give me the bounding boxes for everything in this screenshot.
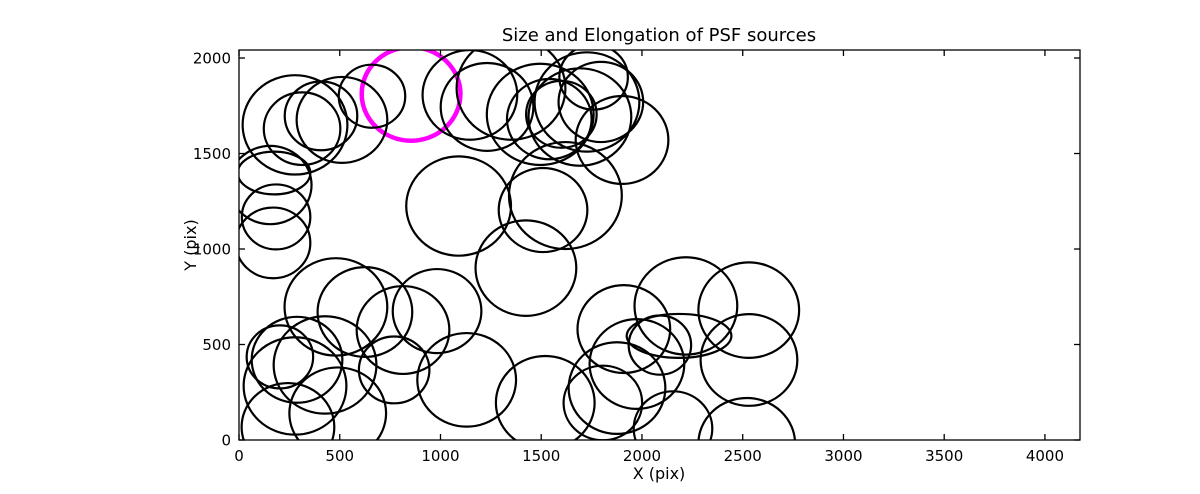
- axis-ticks: [238, 50, 1080, 441]
- psf-source-circle: [357, 335, 431, 405]
- plot-frame: [238, 49, 1081, 441]
- psf-source-circle: [588, 318, 686, 410]
- psf-source-circle: [697, 396, 797, 440]
- y-tick-label: 2000: [193, 50, 231, 68]
- x-tick-label: 2000: [623, 447, 661, 465]
- psf-source-circle: [525, 79, 598, 149]
- psf-source-circle: [494, 354, 596, 440]
- psf-source-circle: [405, 155, 513, 257]
- psf-source-circle: [316, 266, 414, 359]
- psf-source-circle: [527, 67, 633, 167]
- psf-source-circle: [240, 381, 336, 440]
- psf-source-circle: [485, 62, 595, 167]
- x-axis-label: X (pix): [633, 464, 686, 483]
- psf-source-circle: [576, 284, 672, 375]
- psf-source-circle: [697, 261, 801, 359]
- psf-source-circle: [239, 150, 312, 196]
- x-tick-label: 3000: [824, 447, 862, 465]
- psf-source-circle: [505, 77, 593, 161]
- psf-source-circle: [421, 50, 519, 141]
- psf-source-circle: [239, 206, 312, 280]
- psf-source-circle: [262, 91, 342, 167]
- y-tick-label: 0: [221, 432, 231, 450]
- psf-source-circle: [699, 313, 799, 407]
- psf-source-circle: [337, 63, 407, 129]
- x-tick-label: 1500: [522, 447, 560, 465]
- psf-source-circle: [633, 256, 739, 356]
- psf-source-circle: [250, 315, 344, 404]
- axis-tick-labels: 0 500 1000 1500 2000 2500 3000 3500 4000 0 500 1000…: [193, 50, 1064, 465]
- x-tick-label: 4000: [1026, 447, 1064, 465]
- psf-source-circle: [240, 183, 312, 251]
- psf-source-circle: [241, 74, 349, 176]
- psf-source-circle: [288, 366, 388, 440]
- psf-source-circle: [533, 51, 641, 153]
- psf-source-circle: [439, 61, 535, 152]
- psf-source-circle: [295, 75, 389, 164]
- psf-source-circle: [239, 144, 313, 226]
- y-axis-label: Y (pix): [181, 219, 200, 271]
- psf-source-circle: [562, 364, 644, 440]
- psf-source-circle: [632, 390, 714, 440]
- psf-source-circle: [455, 50, 567, 141]
- psf-source-circle: [391, 267, 483, 355]
- x-tick-label: 0: [234, 447, 244, 465]
- x-tick-label: 2500: [724, 447, 762, 465]
- psf-source-circle: [567, 341, 667, 435]
- chart-title: Size and Elongation of PSF sources: [502, 25, 816, 46]
- psf-source-circle: [558, 50, 629, 111]
- psf-source-circle: [272, 315, 378, 415]
- x-tick-label: 1000: [421, 447, 459, 465]
- highlighted-psf-source-circle: [359, 50, 463, 143]
- x-tick-label: 3500: [925, 447, 963, 465]
- psf-source-circle: [625, 312, 733, 359]
- x-tick-label: 500: [325, 447, 354, 465]
- psf-sources: [239, 50, 801, 440]
- y-tick-label: 1000: [193, 241, 231, 259]
- psf-source-circle: [283, 257, 389, 357]
- psf-source-circle: [355, 284, 451, 376]
- y-tick-label: 1500: [193, 145, 231, 163]
- psf-source-circle: [497, 166, 589, 254]
- psf-source-circle: [474, 219, 578, 317]
- y-tick-label: 500: [202, 336, 231, 354]
- psf-source-circle: [416, 331, 518, 428]
